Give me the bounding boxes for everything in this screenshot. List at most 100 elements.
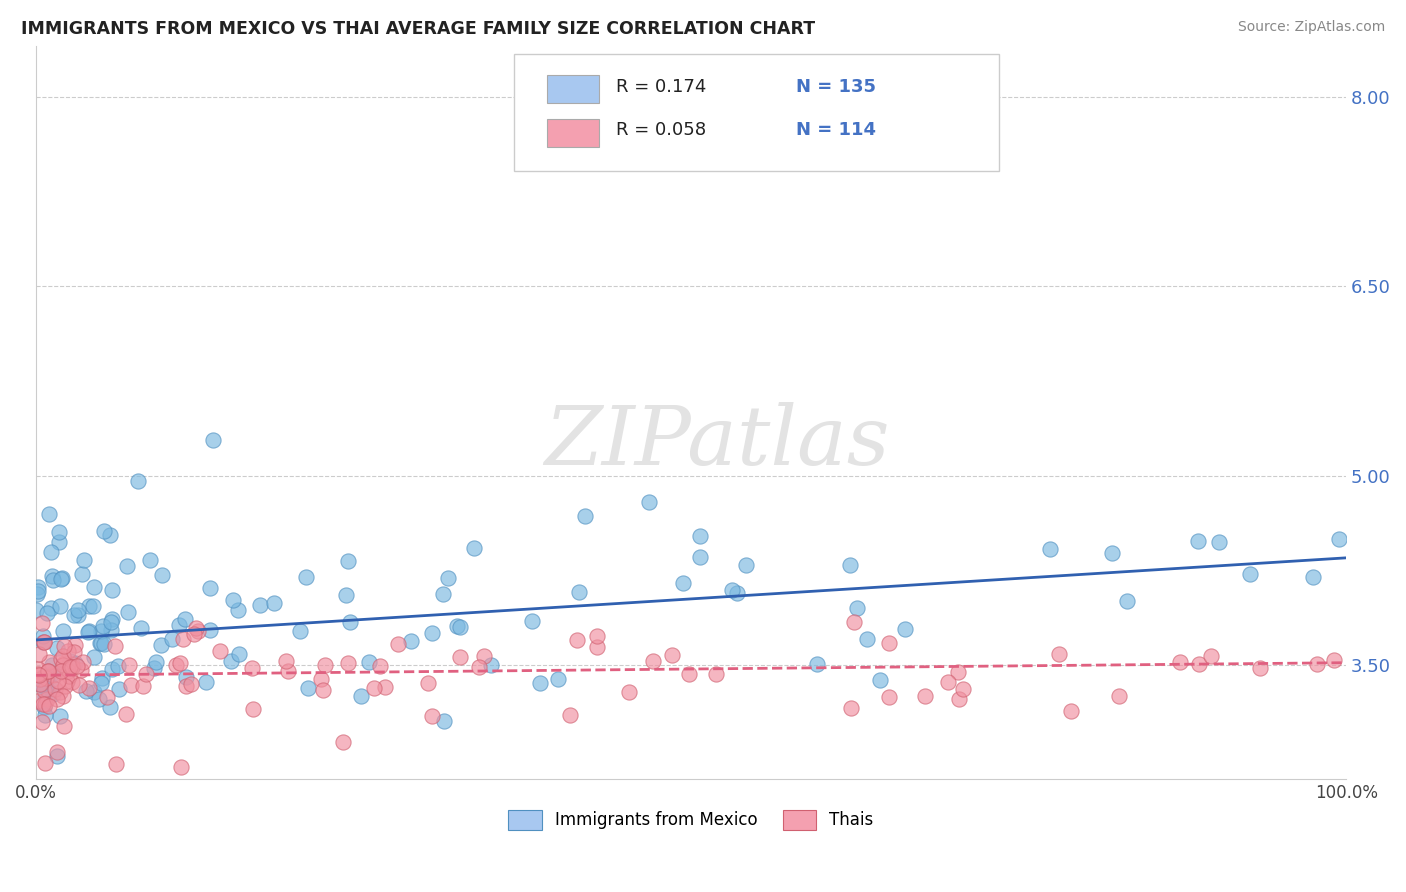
Point xyxy=(879,636,901,650)
Point xyxy=(35,692,58,706)
Point xyxy=(42,688,65,702)
Point xyxy=(641,654,664,668)
Point xyxy=(41,657,63,672)
Point xyxy=(96,690,118,705)
Point xyxy=(165,657,187,672)
Point xyxy=(1323,653,1346,667)
Point xyxy=(60,657,83,672)
Point xyxy=(27,586,49,600)
Point xyxy=(472,648,495,663)
Point xyxy=(98,700,121,714)
Point xyxy=(1201,648,1223,663)
Point xyxy=(335,588,357,602)
Point xyxy=(35,671,58,685)
Point xyxy=(174,679,197,693)
Point xyxy=(52,690,75,704)
Point xyxy=(1101,546,1123,560)
Point xyxy=(59,659,82,673)
Point xyxy=(83,650,105,665)
Point xyxy=(240,660,263,674)
Point xyxy=(89,635,111,649)
Point xyxy=(1116,593,1139,607)
Point xyxy=(49,708,72,723)
Point xyxy=(56,674,79,689)
Point xyxy=(42,573,65,587)
Point xyxy=(449,650,471,665)
Point xyxy=(893,622,915,636)
Point xyxy=(704,667,727,681)
Point xyxy=(721,583,744,598)
Point xyxy=(38,698,60,713)
Point xyxy=(312,682,335,697)
Point xyxy=(60,674,83,689)
Point xyxy=(169,657,191,671)
Text: IMMIGRANTS FROM MEXICO VS THAI AVERAGE FAMILY SIZE CORRELATION CHART: IMMIGRANTS FROM MEXICO VS THAI AVERAGE F… xyxy=(21,20,815,37)
Point xyxy=(34,689,56,703)
Point xyxy=(856,632,879,646)
Point xyxy=(1306,657,1329,671)
Point xyxy=(1302,570,1324,584)
Point xyxy=(117,605,139,619)
Point xyxy=(101,582,124,597)
Point xyxy=(222,593,245,607)
Point xyxy=(228,648,250,662)
Point xyxy=(150,638,173,652)
Point xyxy=(35,606,58,620)
Point xyxy=(295,570,318,584)
Point xyxy=(41,668,63,682)
Point xyxy=(107,659,129,673)
Point xyxy=(38,655,60,669)
Point xyxy=(32,635,55,649)
Point xyxy=(350,689,373,703)
Point xyxy=(208,644,231,658)
Point xyxy=(31,615,53,630)
Point xyxy=(70,663,93,677)
Point xyxy=(529,676,551,690)
Point xyxy=(34,697,56,711)
Point xyxy=(249,598,271,612)
Point xyxy=(52,639,75,653)
Text: R = 0.058: R = 0.058 xyxy=(616,121,706,139)
Point xyxy=(1060,705,1083,719)
Point xyxy=(418,676,440,690)
Point xyxy=(914,689,936,703)
Point xyxy=(35,672,58,686)
Point xyxy=(42,681,65,695)
Point xyxy=(172,632,194,646)
Point xyxy=(104,640,127,654)
Point xyxy=(48,525,70,540)
Point xyxy=(436,570,458,584)
Point xyxy=(30,676,52,690)
Point xyxy=(90,636,112,650)
Point xyxy=(132,679,155,693)
Point xyxy=(309,673,332,687)
Point xyxy=(332,735,354,749)
Point xyxy=(91,671,114,685)
Point xyxy=(52,719,75,733)
Point xyxy=(129,621,152,635)
Point xyxy=(25,603,48,617)
Point xyxy=(77,624,100,639)
Point xyxy=(420,709,443,723)
Point xyxy=(160,632,183,646)
Point xyxy=(45,745,67,759)
Point xyxy=(52,649,75,664)
Point xyxy=(180,677,202,691)
Point xyxy=(120,678,142,692)
FancyBboxPatch shape xyxy=(547,75,599,103)
FancyBboxPatch shape xyxy=(547,119,599,146)
Point xyxy=(66,603,89,617)
Point xyxy=(118,658,141,673)
Point xyxy=(806,657,828,672)
Point xyxy=(58,668,80,682)
Point xyxy=(66,659,89,673)
Point xyxy=(52,665,75,679)
Point xyxy=(52,657,75,672)
Point xyxy=(63,607,86,622)
Point xyxy=(200,623,222,637)
Point xyxy=(841,701,863,715)
Point xyxy=(101,612,124,626)
Point xyxy=(174,612,197,626)
Point xyxy=(31,697,53,711)
Point xyxy=(449,620,471,634)
